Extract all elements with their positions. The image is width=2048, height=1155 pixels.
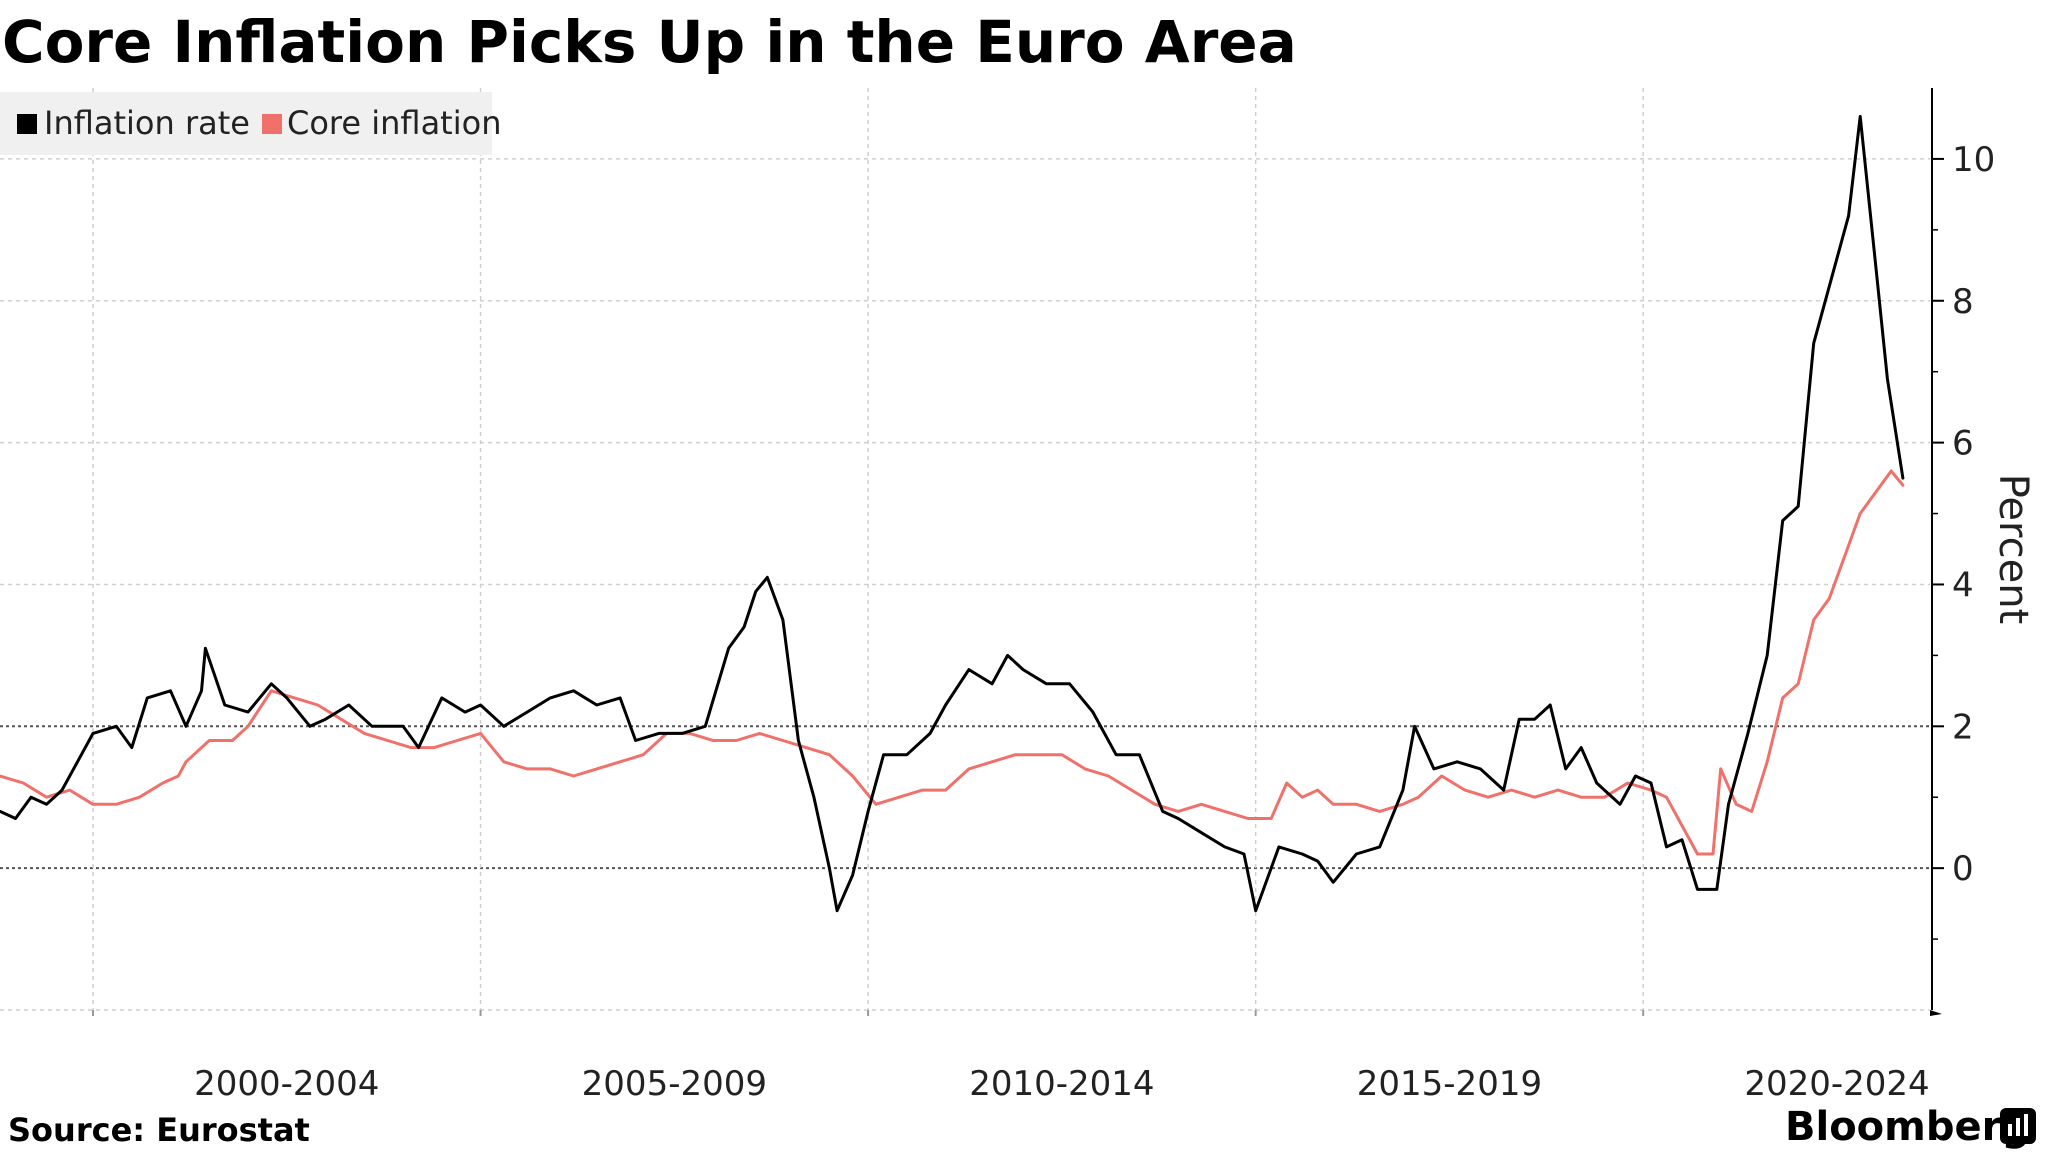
y-axis-arrow — [1930, 1010, 1942, 1016]
grid — [0, 88, 1930, 1016]
y-tick-label: 0 — [1952, 849, 1974, 889]
source-note: Source: Eurostat — [8, 1111, 310, 1149]
x-tick-label: 2015-2019 — [1357, 1064, 1542, 1104]
data-lines — [0, 114, 1905, 913]
legend-label-core: Core inflation — [287, 104, 501, 142]
legend-label-inflation: Inflation rate — [44, 104, 250, 142]
x-tick-label: 2010-2014 — [969, 1064, 1154, 1104]
chart-title: Core Inflation Picks Up in the Euro Area — [2, 8, 1297, 76]
y-tick-label: 2 — [1952, 707, 1974, 747]
x-axis-labels: 2000-2004 2005-2009 2010-2014 2015-2019 2020… — [194, 1064, 1930, 1104]
x-tick-label: 2005-2009 — [582, 1064, 767, 1104]
legend-background — [0, 92, 492, 155]
bloomberg-terminal-icon — [2000, 1108, 2036, 1144]
bloomberg-logo: Bloomberg — [1785, 1104, 2030, 1150]
x-tick-label: 2020-2024 — [1744, 1064, 1929, 1104]
series-line-core-inflation — [0, 469, 1905, 856]
y-tick-label: 4 — [1952, 565, 1974, 605]
y-axis-title: Percent — [1990, 474, 2036, 625]
series-line-inflation-rate — [0, 114, 1905, 913]
legend: Inflation rate Core inflation — [0, 92, 501, 155]
y-tick-label: 10 — [1952, 140, 1995, 180]
legend-swatch-core — [262, 114, 282, 134]
y-tick-label: 6 — [1952, 424, 1974, 464]
y-tick-label: 8 — [1952, 282, 1974, 322]
y-axis: 0 2 4 6 8 10 Percent — [1930, 88, 2036, 1016]
legend-swatch-inflation — [17, 114, 37, 134]
x-tick-label: 2000-2004 — [194, 1064, 379, 1104]
